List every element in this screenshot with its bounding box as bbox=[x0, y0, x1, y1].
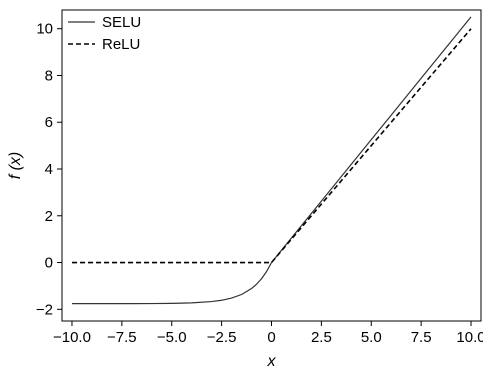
y-tick-label: 2 bbox=[45, 208, 53, 225]
y-tick-label: 10 bbox=[36, 21, 53, 38]
y-axis-title: f (x) bbox=[7, 152, 24, 180]
y-tick-label: −2 bbox=[36, 301, 53, 318]
x-tick-label: −5.0 bbox=[157, 329, 187, 346]
x-tick-label: −10.0 bbox=[53, 329, 91, 346]
y-tick-label: 6 bbox=[45, 114, 53, 131]
x-tick-label: −2.5 bbox=[207, 329, 237, 346]
x-tick-label: 0 bbox=[267, 329, 275, 346]
x-tick-label: −7.5 bbox=[107, 329, 137, 346]
legend-label-relu: ReLU bbox=[102, 36, 140, 53]
x-tick-label: 10.0 bbox=[456, 329, 483, 346]
series-line-selu bbox=[71, 16, 472, 305]
x-axis-title: x bbox=[267, 353, 277, 370]
series-layer bbox=[71, 16, 472, 305]
series-line-relu bbox=[71, 28, 472, 264]
legend: SELU ReLU bbox=[68, 14, 141, 53]
y-tick-label: 4 bbox=[45, 161, 53, 178]
y-axis: −2 0 2 4 6 8 10 bbox=[36, 21, 62, 318]
y-tick-label: 0 bbox=[45, 255, 53, 272]
x-tick-label: 7.5 bbox=[411, 329, 432, 346]
plot-frame bbox=[61, 9, 482, 322]
y-tick-label: 8 bbox=[45, 67, 53, 84]
x-tick-label: 5.0 bbox=[361, 329, 382, 346]
x-axis: −10.0 −7.5 −5.0 −2.5 0 2.5 5.0 7.5 10.0 bbox=[53, 321, 483, 346]
x-tick-label: 2.5 bbox=[311, 329, 332, 346]
legend-label-selu: SELU bbox=[102, 14, 141, 31]
